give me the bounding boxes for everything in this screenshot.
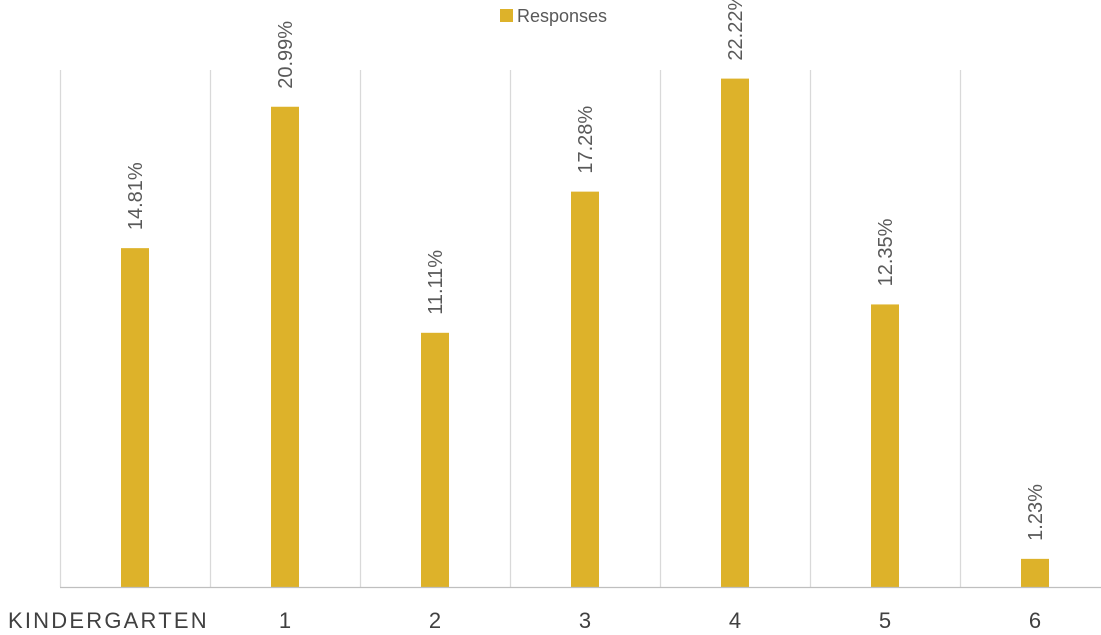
data-label: 22.22% [725, 0, 747, 61]
bar-3 [571, 191, 599, 587]
data-label: 17.28% [575, 106, 597, 174]
category-label: 6 [1029, 608, 1041, 633]
bar-kindergarten [121, 248, 149, 587]
bar-1 [271, 106, 299, 587]
data-labels: 14.81% 20.99% 11.11% 17.28% 22.22% 12.35% 1.23… [125, 0, 1047, 541]
legend: Responses [500, 6, 607, 26]
data-label: 1.23% [1025, 484, 1047, 541]
category-label: 2 [429, 608, 441, 633]
legend-swatch [500, 9, 513, 22]
data-label: 12.35% [875, 218, 897, 286]
bar-4 [721, 78, 749, 588]
x-axis: KINDERGARTEN 1 2 3 4 5 6 [8, 586, 1101, 633]
bar-2 [421, 332, 449, 587]
category-label: 5 [879, 608, 891, 633]
data-label: 20.99% [275, 21, 297, 89]
bars [121, 78, 1049, 588]
bar-5 [871, 304, 899, 587]
category-label: 1 [279, 608, 291, 633]
category-label: 4 [729, 608, 741, 633]
gridlines [59, 70, 962, 587]
category-label: KINDERGARTEN [8, 608, 209, 633]
legend-label: Responses [517, 6, 607, 26]
bar-6 [1021, 558, 1049, 587]
data-label: 14.81% [125, 162, 147, 230]
data-label: 11.11% [425, 250, 447, 315]
category-label: 3 [579, 608, 591, 633]
